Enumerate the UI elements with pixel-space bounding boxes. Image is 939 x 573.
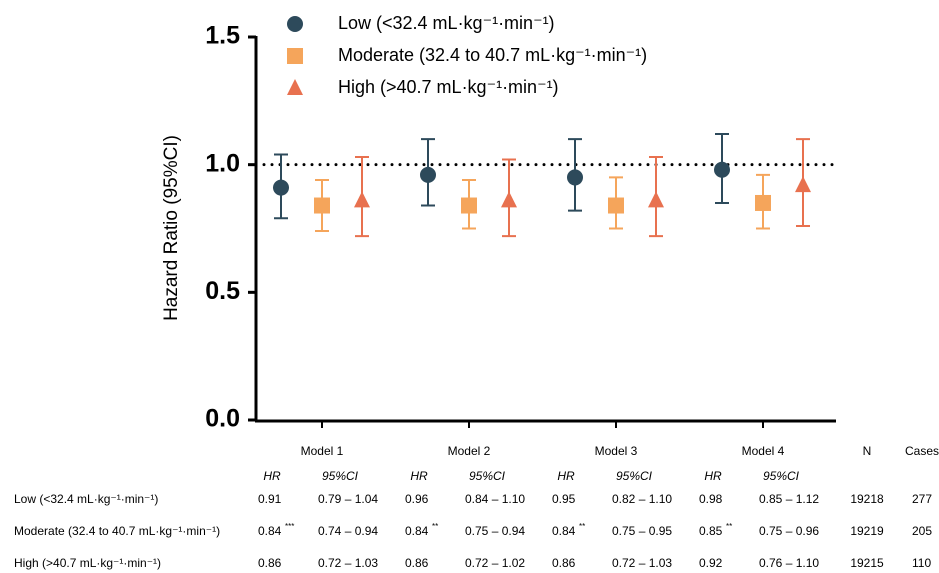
ci-cell: 0.72 – 1.03 [318,556,378,570]
table-header: Cases [905,444,939,458]
point [755,194,771,211]
x-tick-label: Model 3 [595,444,638,458]
y-tick-label: 0.5 [205,277,240,305]
legend-marker [287,48,303,64]
significance: *** [285,522,294,531]
hr-cell: 0.96 [405,492,429,506]
hr-cell: 0.85 [699,524,723,538]
point [714,161,730,178]
ci-cell: 0.84 – 1.10 [465,492,525,506]
point [567,169,583,186]
ci-cell: 0.75 – 0.94 [465,524,525,538]
n-cell: 19215 [850,556,884,570]
cases-cell: 110 [912,556,931,570]
cases-cell: 205 [912,524,932,538]
hr-cell: 0.91 [258,492,282,506]
table-subheader: HR [410,469,428,483]
hr-cell: 0.84 [552,524,576,538]
ci-cell: 0.75 – 0.96 [759,524,819,538]
row-label: High (>40.7 mL·kg⁻¹·min⁻¹) [14,556,161,570]
legend-marker [287,16,303,32]
row-label: Moderate (32.4 to 40.7 mL·kg⁻¹·min⁻¹) [14,524,220,538]
cases-cell: 277 [912,492,932,506]
table-subheader: 95%CI [616,469,653,483]
hr-cell: 0.84 [405,524,429,538]
n-cell: 19218 [850,492,884,506]
ci-cell: 0.85 – 1.12 [759,492,819,506]
ci-cell: 0.75 – 0.95 [612,524,672,538]
y-tick-label: 1.5 [205,22,240,50]
point [795,176,811,193]
ci-cell: 0.79 – 1.04 [318,492,378,506]
significance: ** [579,522,585,531]
point [354,191,370,208]
point [273,179,289,196]
table-subheader: 95%CI [469,469,506,483]
ci-cell: 0.74 – 0.94 [318,524,378,538]
point [608,197,624,214]
table-subheader: HR [704,469,722,483]
significance: ** [432,522,438,531]
hr-cell: 0.86 [552,556,576,570]
x-tick-label: Model 4 [742,444,785,458]
hr-cell: 0.95 [552,492,576,506]
legend-label: Low (<32.4 mL·kg⁻¹·min⁻¹) [338,13,555,33]
point [461,197,477,214]
point [420,166,436,183]
table-subheader: HR [263,469,281,483]
y-tick-label: 0.0 [205,405,240,433]
hr-cell: 0.84 [258,524,282,538]
table-subheader: 95%CI [763,469,800,483]
hr-cell: 0.98 [699,492,723,506]
hr-cell: 0.86 [405,556,429,570]
y-axis-label: Hazard Ratio (95%CI) [161,135,182,321]
ci-cell: 0.76 – 1.10 [759,556,819,570]
y-tick-label: 1.0 [205,149,240,177]
ci-cell: 0.72 – 1.03 [612,556,672,570]
table-subheader: 95%CI [322,469,359,483]
hr-cell: 0.86 [258,556,282,570]
n-cell: 19219 [850,524,884,538]
x-tick-label: Model 1 [301,444,344,458]
x-tick-label: Model 2 [448,444,491,458]
point [314,197,330,214]
legend-marker [287,79,303,95]
ci-cell: 0.72 – 1.02 [465,556,525,570]
significance: ** [726,522,732,531]
point [501,191,517,208]
legend-label: Moderate (32.4 to 40.7 mL·kg⁻¹·min⁻¹) [338,45,647,65]
row-label: Low (<32.4 mL·kg⁻¹·min⁻¹) [14,492,158,506]
hr-cell: 0.92 [699,556,723,570]
table-subheader: HR [557,469,575,483]
legend-label: High (>40.7 mL·kg⁻¹·min⁻¹) [338,77,559,97]
table-header: N [863,444,872,458]
ci-cell: 0.82 – 1.10 [612,492,672,506]
point [648,191,664,208]
